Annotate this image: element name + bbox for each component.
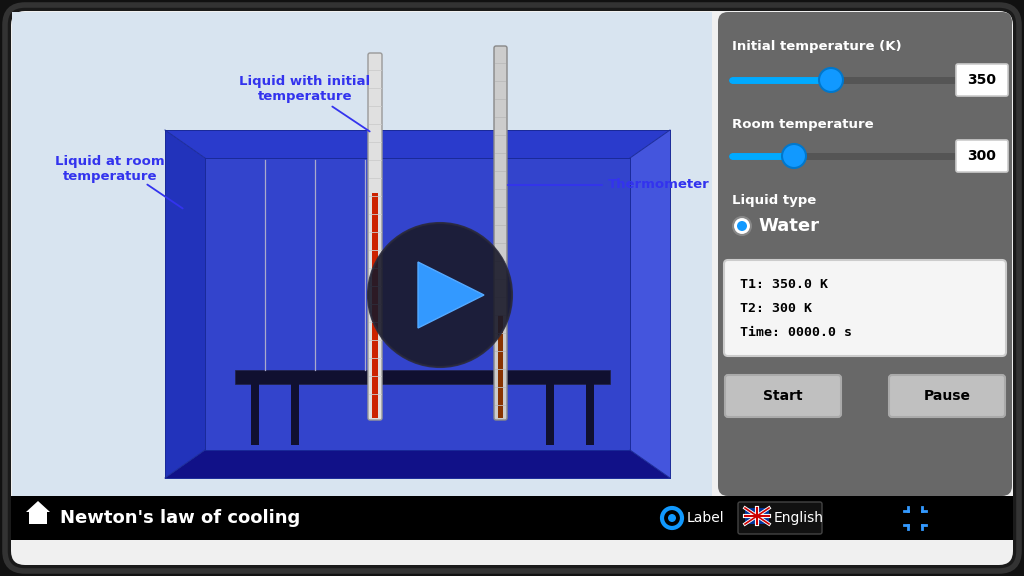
FancyBboxPatch shape	[956, 140, 1008, 172]
Text: Label: Label	[687, 511, 725, 525]
Circle shape	[662, 508, 682, 528]
Polygon shape	[165, 450, 670, 478]
FancyBboxPatch shape	[368, 53, 382, 420]
Bar	[11, 496, 1013, 540]
Text: Start: Start	[763, 389, 803, 403]
Polygon shape	[165, 130, 670, 158]
FancyBboxPatch shape	[725, 375, 841, 417]
Text: Room temperature: Room temperature	[732, 118, 873, 131]
Bar	[546, 384, 554, 445]
Text: T2: 300 K: T2: 300 K	[740, 302, 812, 315]
Circle shape	[368, 223, 512, 367]
Text: Pause: Pause	[924, 389, 971, 403]
Text: 350: 350	[968, 73, 996, 87]
Text: Liquid at room
temperature: Liquid at room temperature	[55, 155, 165, 183]
Bar	[586, 384, 594, 445]
Text: Thermometer: Thermometer	[608, 179, 710, 191]
Circle shape	[668, 514, 676, 522]
Bar	[498, 315, 503, 418]
Bar	[251, 384, 259, 445]
Bar	[745, 508, 769, 524]
Polygon shape	[26, 501, 50, 512]
Circle shape	[782, 144, 806, 168]
FancyBboxPatch shape	[718, 12, 1012, 496]
Polygon shape	[630, 130, 670, 478]
Text: Newton's law of cooling: Newton's law of cooling	[60, 509, 300, 527]
FancyBboxPatch shape	[724, 260, 1006, 356]
Bar	[12, 12, 712, 496]
Text: Liquid type: Liquid type	[732, 194, 816, 207]
FancyBboxPatch shape	[5, 5, 1019, 571]
Bar	[234, 370, 610, 384]
Bar	[291, 384, 299, 445]
Polygon shape	[205, 158, 630, 450]
FancyBboxPatch shape	[11, 11, 1013, 565]
Polygon shape	[418, 262, 484, 328]
Text: Initial temperature (K): Initial temperature (K)	[732, 40, 901, 53]
FancyBboxPatch shape	[494, 46, 507, 420]
FancyBboxPatch shape	[889, 375, 1005, 417]
Circle shape	[737, 221, 746, 231]
Text: Liquid with initial
temperature: Liquid with initial temperature	[240, 75, 371, 103]
Polygon shape	[165, 130, 205, 478]
Bar	[29, 512, 47, 524]
Text: English: English	[774, 511, 824, 525]
Bar	[372, 193, 378, 418]
Circle shape	[733, 217, 751, 235]
Text: Water: Water	[758, 217, 819, 235]
Text: Time: 0000.0 s: Time: 0000.0 s	[740, 326, 852, 339]
Text: T1: 350.0 K: T1: 350.0 K	[740, 278, 828, 291]
FancyBboxPatch shape	[738, 502, 822, 534]
FancyBboxPatch shape	[956, 64, 1008, 96]
Text: 300: 300	[968, 149, 996, 163]
Circle shape	[819, 68, 843, 92]
